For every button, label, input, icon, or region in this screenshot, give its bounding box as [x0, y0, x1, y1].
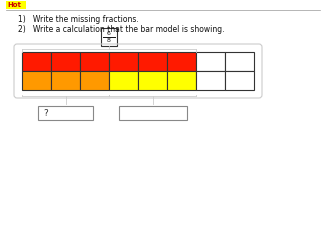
Bar — [80, 71, 109, 90]
Text: 8: 8 — [107, 39, 111, 43]
Bar — [196, 52, 225, 71]
Bar — [138, 71, 167, 90]
Bar — [80, 52, 109, 71]
Bar — [196, 71, 225, 90]
Bar — [38, 106, 93, 120]
Bar — [225, 71, 254, 90]
Bar — [51, 52, 80, 71]
Bar — [51, 71, 80, 90]
Text: Hot: Hot — [7, 2, 21, 8]
Bar — [6, 1, 26, 9]
Bar — [167, 52, 196, 71]
Bar — [109, 71, 138, 90]
Bar — [119, 106, 186, 120]
Bar — [109, 52, 138, 71]
Bar — [225, 52, 254, 71]
Bar — [167, 71, 196, 90]
Text: 1)   Write the missing fractions.: 1) Write the missing fractions. — [18, 15, 139, 23]
Bar — [138, 52, 167, 71]
Bar — [22, 71, 51, 90]
Text: ?: ? — [44, 109, 48, 117]
Text: 2)   Write a calculation that the bar model is showing.: 2) Write a calculation that the bar mode… — [18, 25, 224, 35]
Bar — [101, 28, 117, 46]
Text: 6: 6 — [107, 31, 111, 36]
Bar — [22, 52, 51, 71]
